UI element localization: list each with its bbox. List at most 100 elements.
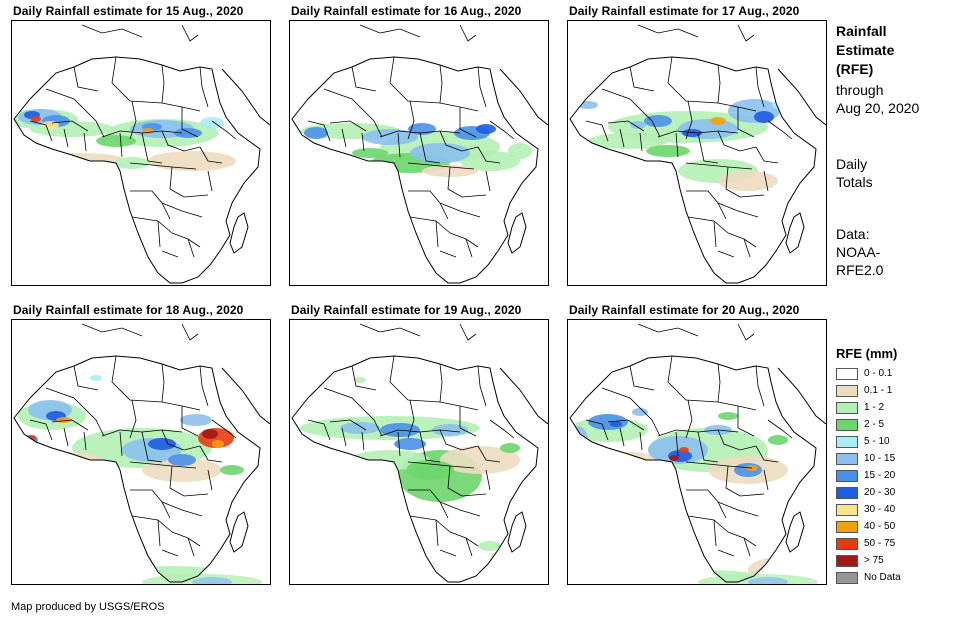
country-border <box>323 387 383 437</box>
country-border <box>169 166 209 198</box>
country-border <box>439 501 481 517</box>
country-border <box>161 429 201 451</box>
country-border <box>607 120 645 132</box>
rainfall-area <box>90 375 102 381</box>
rainfall-area <box>630 121 646 129</box>
legend-swatch <box>836 555 858 567</box>
country-border <box>717 202 759 218</box>
coastline <box>291 56 539 284</box>
country-border <box>435 519 439 547</box>
legend-label: 0.1 - 1 <box>864 385 893 396</box>
country-border <box>187 238 195 258</box>
rainfall-area <box>300 548 360 572</box>
legend-item: > 75 <box>836 553 961 570</box>
rainfall-area <box>354 377 366 383</box>
legend-item: 1 - 2 <box>836 400 961 417</box>
rainfall-area <box>98 350 106 354</box>
rainfall-area <box>508 143 532 159</box>
country-border <box>686 489 727 519</box>
country-border <box>667 56 719 104</box>
country-border <box>763 469 769 491</box>
country-border <box>585 120 609 142</box>
rainfall-area <box>200 117 224 129</box>
country-border <box>407 100 415 140</box>
country-border <box>83 132 87 152</box>
coastline <box>13 355 261 583</box>
map-panel-18-aug: Daily Rainfall estimate for 18 Aug., 202… <box>11 303 273 585</box>
country-border <box>629 66 655 92</box>
ocean-rainfall-area <box>748 577 788 584</box>
legend-item: 20 - 30 <box>836 485 961 502</box>
africa-landmass <box>14 57 260 283</box>
rainfall-area <box>754 111 774 123</box>
country-border <box>717 363 721 403</box>
rainfall-area <box>679 447 689 453</box>
rainfall-area <box>168 454 196 466</box>
legend-item: 5 - 10 <box>836 434 961 451</box>
legend-swatch <box>836 538 858 550</box>
country-border <box>73 66 99 92</box>
country-border <box>63 128 69 148</box>
country-border <box>407 461 475 469</box>
map-panel-17-aug: Daily Rainfall estimate for 17 Aug., 202… <box>567 4 829 286</box>
country-border <box>667 355 719 403</box>
country-border <box>619 128 625 148</box>
legend-label: 50 - 75 <box>864 538 896 549</box>
rainfall-area <box>340 422 380 434</box>
panel-title: Daily Rainfall estimate for 20 Aug., 202… <box>569 303 800 317</box>
legend-swatch <box>836 504 858 516</box>
country-border <box>767 419 793 439</box>
rainfall-area <box>394 438 426 450</box>
legend-title: RFE (mm) <box>836 346 898 361</box>
panel-title: Daily Rainfall estimate for 15 Aug., 202… <box>13 4 244 18</box>
rainfall-area <box>410 143 470 163</box>
map-credit: Map produced by USGS/EROS <box>11 601 165 613</box>
country-border <box>419 132 441 164</box>
country-border <box>207 170 213 192</box>
country-border <box>51 120 89 132</box>
country-border <box>477 365 487 407</box>
rainfall-area <box>669 455 679 461</box>
country-border <box>161 202 203 218</box>
legend-item: 0.1 - 1 <box>836 383 961 400</box>
country-border <box>161 549 179 557</box>
country-border <box>459 406 477 437</box>
madagascar <box>229 511 249 553</box>
legend-swatch <box>836 521 858 533</box>
country-border <box>585 419 609 441</box>
panel-title: Daily Rainfall estimate for 18 Aug., 202… <box>13 303 244 317</box>
country-border <box>737 107 755 138</box>
legend-label: > 75 <box>864 555 884 566</box>
country-border <box>29 419 53 441</box>
legend-item: 15 - 20 <box>836 468 961 485</box>
country-border <box>439 130 479 152</box>
country-border <box>485 170 491 192</box>
country-border <box>675 132 679 158</box>
country-border <box>717 250 735 258</box>
arabian-coast <box>499 68 548 126</box>
country-border <box>717 429 757 451</box>
legend-item: No Data <box>836 570 961 587</box>
europe-coast <box>637 24 755 42</box>
rainfall-area <box>298 446 310 454</box>
rainfall-area <box>304 127 328 139</box>
country-border <box>187 537 195 557</box>
legend-item: 40 - 50 <box>836 519 961 536</box>
country-border <box>351 365 377 391</box>
country-border <box>341 128 347 148</box>
country-border <box>601 387 661 437</box>
country-border <box>119 431 123 457</box>
rainfall-map <box>289 319 549 585</box>
country-border <box>129 100 137 140</box>
country-border <box>199 445 223 463</box>
rainfall-area <box>648 436 708 464</box>
panel-title: Daily Rainfall estimate for 17 Aug., 202… <box>569 4 800 18</box>
legend-label: 15 - 20 <box>864 470 896 481</box>
arabian-coast <box>221 68 270 126</box>
country-border <box>207 469 213 491</box>
europe-coast <box>637 323 755 341</box>
europe-coast <box>359 24 477 42</box>
country-border <box>341 427 347 447</box>
arabian-coast <box>499 367 548 425</box>
country-border <box>73 365 99 391</box>
